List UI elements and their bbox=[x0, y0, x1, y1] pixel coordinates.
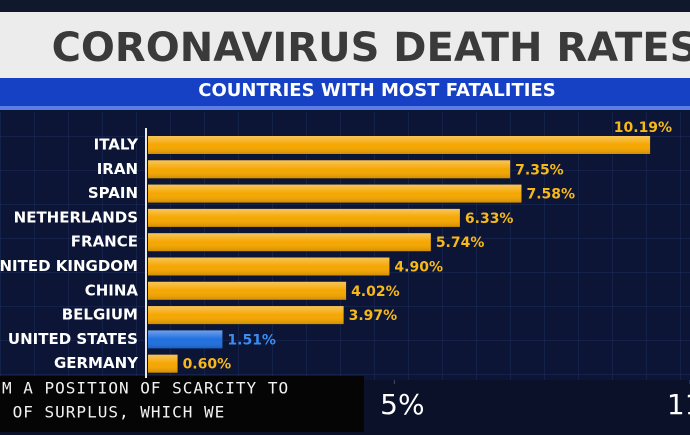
bar-shine bbox=[148, 354, 178, 373]
value-label: 6.33% bbox=[465, 211, 514, 227]
category-label: NITED KINGDOM bbox=[0, 257, 138, 275]
caption-line: OF SURPLUS, WHICH WE bbox=[2, 403, 225, 422]
value-label: 4.90% bbox=[394, 260, 443, 276]
category-label: FRANCE bbox=[71, 233, 138, 251]
value-label: 10.19% bbox=[614, 120, 672, 136]
x-tick-label: 5% bbox=[380, 388, 424, 421]
value-label: 7.35% bbox=[515, 162, 564, 178]
caption-line: M A POSITION OF SCARCITY TO bbox=[2, 379, 289, 398]
bar-shine bbox=[148, 184, 522, 203]
bar-shine bbox=[148, 281, 347, 300]
chart-subtitle: COUNTRIES WITH MOST FATALITIES bbox=[198, 80, 555, 101]
value-label: 5.74% bbox=[436, 235, 485, 251]
chart-title: CORONAVIRUS DEATH RATES bbox=[52, 25, 690, 71]
top-band bbox=[0, 0, 690, 12]
value-label: 4.02% bbox=[351, 284, 400, 300]
value-label: 3.97% bbox=[349, 308, 398, 324]
category-label: ITALY bbox=[94, 136, 139, 154]
caption-box bbox=[0, 376, 364, 432]
subtitle-band bbox=[0, 78, 690, 106]
title-band bbox=[0, 12, 690, 78]
bar-shine bbox=[148, 233, 431, 252]
category-label: BELGIUM bbox=[62, 306, 138, 324]
value-label: 0.60% bbox=[183, 357, 232, 373]
bar-shine bbox=[148, 306, 344, 325]
category-label: NETHERLANDS bbox=[14, 208, 138, 226]
category-label: IRAN bbox=[97, 160, 138, 178]
plot: 5% 11% ITALY 10.19% IRAN 7.35% SPAIN 7.58% NETHE… bbox=[0, 120, 690, 421]
bar-shine bbox=[148, 257, 390, 276]
bar-shine bbox=[148, 208, 460, 227]
bar-shine bbox=[148, 330, 223, 349]
x-tick-label: 11% bbox=[667, 388, 690, 421]
category-label: UNITED STATES bbox=[8, 330, 138, 348]
category-label: CHINA bbox=[85, 281, 139, 299]
value-label: 7.58% bbox=[526, 187, 575, 203]
category-label: SPAIN bbox=[88, 184, 138, 202]
bar-shine bbox=[148, 136, 651, 154]
subtitle-edge bbox=[0, 106, 690, 110]
category-label: GERMANY bbox=[54, 354, 139, 372]
bar-shine bbox=[148, 160, 511, 179]
value-label: 1.51% bbox=[227, 332, 276, 348]
